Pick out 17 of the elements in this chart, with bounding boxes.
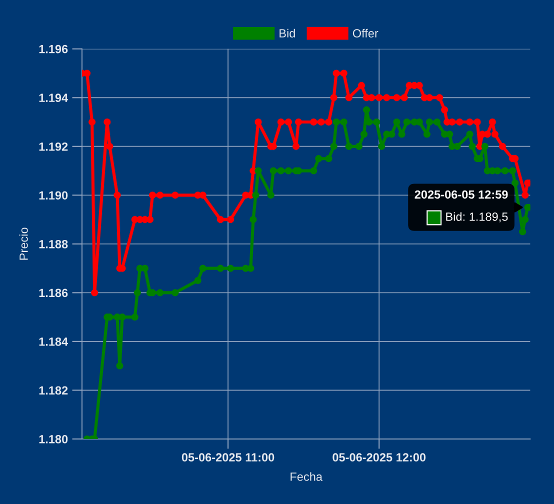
legend-label: Offer — [352, 28, 378, 38]
y-tick-label: 1.182 — [39, 386, 68, 395]
y-tick-label: 1.180 — [39, 435, 68, 444]
y-tick-label: 1.192 — [39, 142, 68, 151]
annotation: 2025-06-05 12:59 — [414, 190, 508, 199]
x-tick-label: 05-06-2025 12:00 — [332, 453, 426, 462]
y-tick-label: 1.190 — [39, 191, 68, 200]
y-tick-label: 1.188 — [39, 240, 68, 248]
y-tick-label: 1.196 — [39, 44, 68, 54]
y-tick-label: 1.186 — [39, 288, 68, 298]
y-tick-label: 1.194 — [39, 94, 68, 102]
legend-label: Bid — [280, 28, 295, 38]
x-axis-title: Fecha — [290, 472, 322, 481]
y-axis-title: Precio — [19, 228, 28, 260]
x-tick-label: 05-06-2025 11:00 — [182, 453, 274, 462]
y-tick-label: 1.184 — [39, 337, 68, 346]
annotation: Bid: 1.189,5 — [446, 212, 508, 222]
